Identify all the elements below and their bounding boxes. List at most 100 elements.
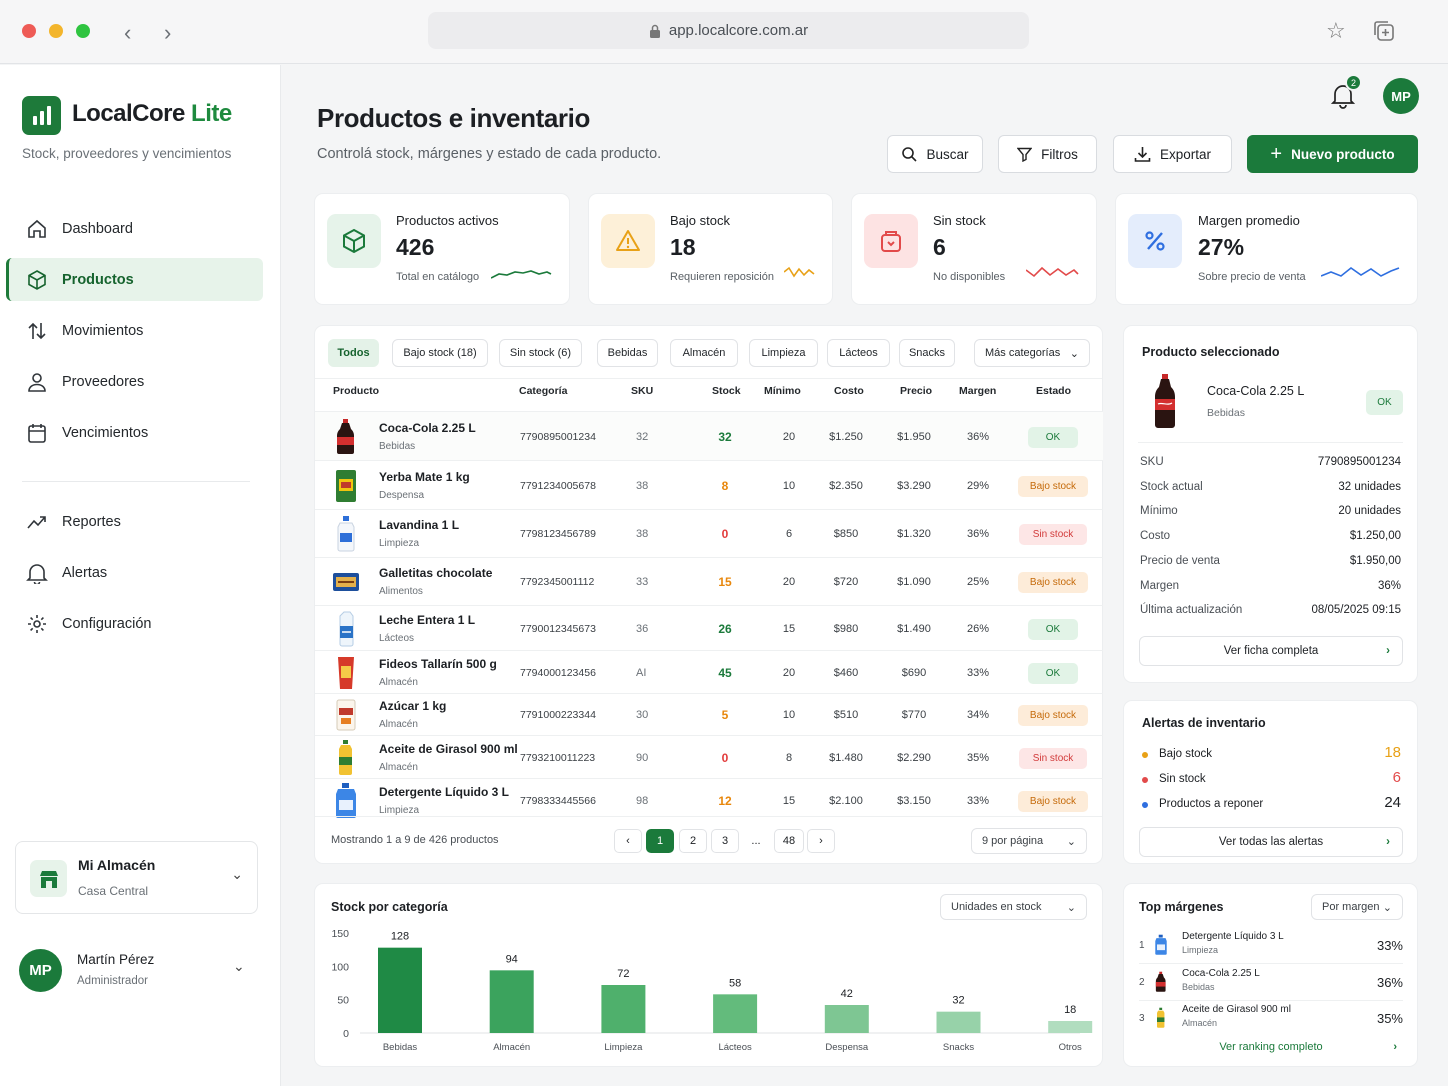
- alert-label[interactable]: Sin stock: [1159, 773, 1206, 785]
- alert-dot: [1142, 752, 1148, 758]
- bar[interactable]: [1048, 1021, 1093, 1033]
- bar[interactable]: [824, 1005, 869, 1033]
- filter-chip[interactable]: Snacks: [899, 339, 955, 367]
- sidebar-item-dashboard[interactable]: Dashboard: [6, 207, 263, 250]
- filter-chip[interactable]: Todos: [328, 339, 379, 367]
- alert-value: 6: [1392, 769, 1401, 786]
- bar[interactable]: [489, 970, 534, 1033]
- bar[interactable]: [601, 985, 646, 1033]
- view-all-alerts-button[interactable]: Ver todas las alertas ›: [1139, 827, 1403, 857]
- page-title: Productos e inventario: [317, 103, 590, 133]
- top-product-name: Coca-Cola 2.25 L: [1182, 967, 1260, 979]
- minimize-window-button[interactable]: [49, 24, 63, 38]
- per-page-select[interactable]: 9 por página ⌄: [971, 828, 1087, 854]
- y-tick-label: 50: [337, 995, 349, 1007]
- sidebar-item-alertas[interactable]: Alertas: [6, 551, 263, 594]
- view-ranking-link[interactable]: Ver ranking completo ›: [1139, 1041, 1403, 1059]
- category-cell: 7798333445566: [520, 794, 596, 807]
- tabs-icon[interactable]: [1372, 19, 1396, 49]
- column-header[interactable]: Margen: [959, 385, 997, 397]
- new-product-button[interactable]: + Nuevo producto: [1247, 135, 1418, 173]
- table-row[interactable]: Detergente Líquido 3 L Limpieza 7798333445…: [315, 778, 1103, 821]
- column-header[interactable]: Stock: [712, 385, 741, 397]
- user-profile[interactable]: MP Martín Pérez Administrador ⌄: [19, 946, 259, 992]
- table-row[interactable]: Yerba Mate 1 kg Despensa 7791234005678 38 8 1…: [315, 460, 1103, 509]
- filter-chip[interactable]: Más categorías ⌄: [974, 339, 1090, 367]
- column-header[interactable]: Categoría: [519, 385, 568, 397]
- table-row[interactable]: Leche Entera 1 L Lácteos 7790012345673 36 26…: [315, 605, 1103, 650]
- sidebar-item-label: Configuración: [62, 615, 152, 632]
- page-button[interactable]: 3: [711, 829, 739, 853]
- header-avatar[interactable]: MP: [1383, 78, 1419, 114]
- table-row[interactable]: Azúcar 1 kg Almacén 7791000223344 30 5 10 $510…: [315, 693, 1103, 735]
- price-cell: $690: [901, 666, 927, 679]
- column-header[interactable]: SKU: [631, 385, 654, 397]
- sidebar-item-reportes[interactable]: Reportes: [6, 500, 263, 543]
- column-header[interactable]: Precio: [900, 385, 933, 397]
- sidebar-item-movimientos[interactable]: Movimientos: [6, 309, 263, 352]
- chart-title: Stock por categoría: [331, 900, 448, 914]
- url-bar[interactable]: app.localcore.com.ar: [428, 12, 1029, 49]
- products-table-card: Todos Bajo stock (18) Sin stock (6) Bebidas…: [314, 325, 1103, 864]
- previous-page-button[interactable]: ‹: [614, 829, 642, 853]
- sidebar-item-vencimientos[interactable]: Vencimientos: [6, 411, 263, 454]
- column-header[interactable]: Mínimo: [764, 385, 801, 397]
- chart-metric-select[interactable]: Unidades en stock ⌄: [940, 894, 1087, 920]
- column-header[interactable]: Producto: [333, 385, 380, 397]
- top-margins-card: Top márgenes Por margen ⌄ Ver ranking com…: [1123, 883, 1418, 1067]
- filter-chip[interactable]: Almacén: [670, 339, 738, 367]
- kpi-card-active-products[interactable]: Productos activos 426 Total en catálogo: [314, 193, 570, 305]
- close-window-button[interactable]: [22, 24, 36, 38]
- back-arrow-icon[interactable]: ‹: [124, 20, 132, 45]
- table-row[interactable]: Fideos Tallarín 500 g Almacén 779400012345…: [315, 650, 1103, 693]
- view-full-details-button[interactable]: Ver ficha completa ›: [1139, 636, 1403, 666]
- filter-chip[interactable]: Bajo stock (18): [392, 339, 488, 367]
- filters-button[interactable]: Filtros: [998, 135, 1097, 173]
- search-button[interactable]: Buscar: [887, 135, 983, 173]
- column-header[interactable]: Costo: [834, 385, 864, 397]
- sidebar-item-configuracion[interactable]: Configuración: [6, 602, 263, 645]
- alert-label[interactable]: Productos a reponer: [1159, 798, 1264, 810]
- table-row[interactable]: Aceite de Girasol 900 ml Almacén 779321001…: [315, 735, 1103, 778]
- notification-badge: 2: [1345, 74, 1362, 91]
- kpi-card-out-of-stock[interactable]: Sin stock 6 No disponibles: [851, 193, 1097, 305]
- page-button[interactable]: 48: [774, 829, 804, 853]
- filter-chip[interactable]: Lácteos: [827, 339, 890, 367]
- top-margins-select[interactable]: Por margen ⌄: [1311, 894, 1403, 920]
- sidebar-item-proveedores[interactable]: Proveedores: [6, 360, 263, 403]
- next-page-button[interactable]: ›: [807, 829, 835, 853]
- column-header[interactable]: Estado: [1036, 385, 1072, 397]
- filter-chip[interactable]: Limpieza: [749, 339, 818, 367]
- store-selector[interactable]: Mi Almacén Casa Central ⌄: [15, 841, 258, 914]
- filter-chip[interactable]: Bebidas: [597, 339, 658, 367]
- bookmark-star-icon[interactable]: ☆: [1326, 18, 1346, 43]
- forward-arrow-icon[interactable]: ›: [164, 20, 172, 45]
- detail-value: 36%: [1377, 579, 1401, 592]
- minimum-cell: 15: [782, 794, 796, 807]
- top-margin-item[interactable]: 2 Coca-Cola 2.25 L Bebidas 36%: [1139, 967, 1403, 1001]
- alert-label[interactable]: Bajo stock: [1159, 748, 1213, 760]
- bar[interactable]: [378, 947, 422, 1033]
- page-button[interactable]: 1: [646, 829, 674, 853]
- notifications-button[interactable]: 2: [1330, 74, 1362, 109]
- kpi-card-average-margin[interactable]: Margen promedio 27% Sobre precio de venta: [1115, 193, 1418, 305]
- empty-box-icon: [864, 214, 918, 268]
- sidebar-item-productos[interactable]: Productos: [6, 258, 263, 301]
- top-margin-item[interactable]: 3 Aceite de Girasol 900 ml Almacén 35%: [1139, 1003, 1403, 1037]
- bar[interactable]: [936, 1011, 981, 1033]
- filter-chip[interactable]: Sin stock (6): [499, 339, 582, 367]
- table-row[interactable]: Lavandina 1 L Limpieza 7798123456789 38 0 6 $8…: [315, 509, 1103, 557]
- table-row[interactable]: Coca-Cola 2.25 L Bebidas 7790895001234 32 32…: [315, 411, 1103, 460]
- cost-cell: $510: [833, 709, 859, 721]
- table-row[interactable]: Galletitas chocolate Alimentos 77923450011…: [315, 557, 1103, 605]
- filter-chip-label: Bebidas: [607, 347, 648, 359]
- bar[interactable]: [713, 994, 758, 1033]
- top-margin-item[interactable]: 1 Detergente Líquido 3 L Limpieza 33%: [1139, 930, 1403, 964]
- kpi-card-low-stock[interactable]: Bajo stock 18 Requieren reposición: [588, 193, 833, 305]
- maximize-window-button[interactable]: [76, 24, 90, 38]
- page-button[interactable]: 2: [679, 829, 707, 853]
- chevron-down-icon: ⌄: [1382, 901, 1392, 914]
- kpi-subtext: Sobre precio de venta: [1198, 271, 1306, 283]
- page-button[interactable]: ...: [751, 835, 761, 847]
- export-button[interactable]: Exportar: [1113, 135, 1232, 173]
